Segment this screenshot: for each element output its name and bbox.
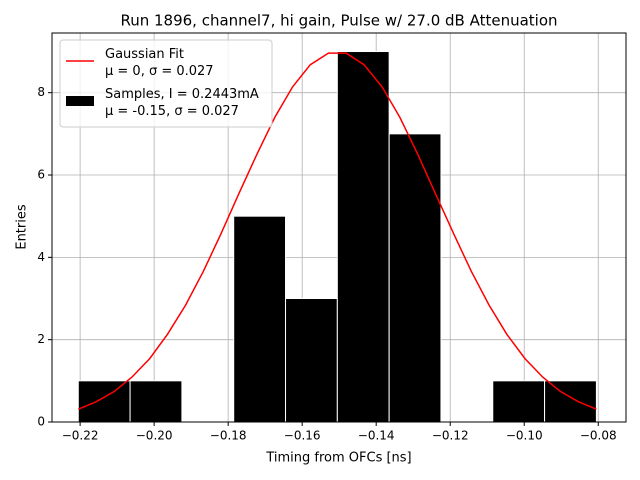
x-tick-label: −0.16 [284, 429, 321, 443]
x-tick-label: −0.08 [580, 429, 617, 443]
y-tick-label: 8 [37, 85, 45, 99]
y-tick-label: 4 [37, 250, 45, 264]
bar [233, 215, 287, 423]
legend-swatch [66, 96, 94, 106]
bar [129, 380, 183, 423]
y-tick-label: 0 [37, 415, 45, 429]
fit-line [77, 52, 597, 410]
bar [336, 51, 390, 423]
x-tick-label: −0.22 [62, 429, 99, 443]
plot-frame [51, 32, 627, 423]
bar [285, 298, 338, 423]
bar [77, 380, 131, 423]
x-tick-label: −0.18 [210, 429, 247, 443]
x-tick-label: −0.20 [136, 429, 173, 443]
x-tick-label: −0.10 [506, 429, 543, 443]
bar [492, 380, 546, 423]
legend-label: Samples, I = 0.2443mA μ = -0.15, σ = 0.02… [105, 87, 259, 119]
chart-title: Run 1896, channel7, hi gain, Pulse w/ 27… [120, 12, 557, 30]
y-tick-label: 6 [37, 168, 45, 182]
bar [388, 133, 442, 423]
y-tick-label: 2 [37, 332, 45, 346]
y-axis-label: Entries [15, 204, 30, 250]
legend-label: Gaussian Fit μ = 0, σ = 0.027 [105, 47, 214, 79]
legend-box [59, 39, 273, 128]
x-tick-label: −0.14 [358, 429, 395, 443]
x-axis-label: Timing from OFCs [ns] [265, 451, 411, 466]
bar [544, 380, 597, 423]
x-tick-label: −0.12 [432, 429, 469, 443]
